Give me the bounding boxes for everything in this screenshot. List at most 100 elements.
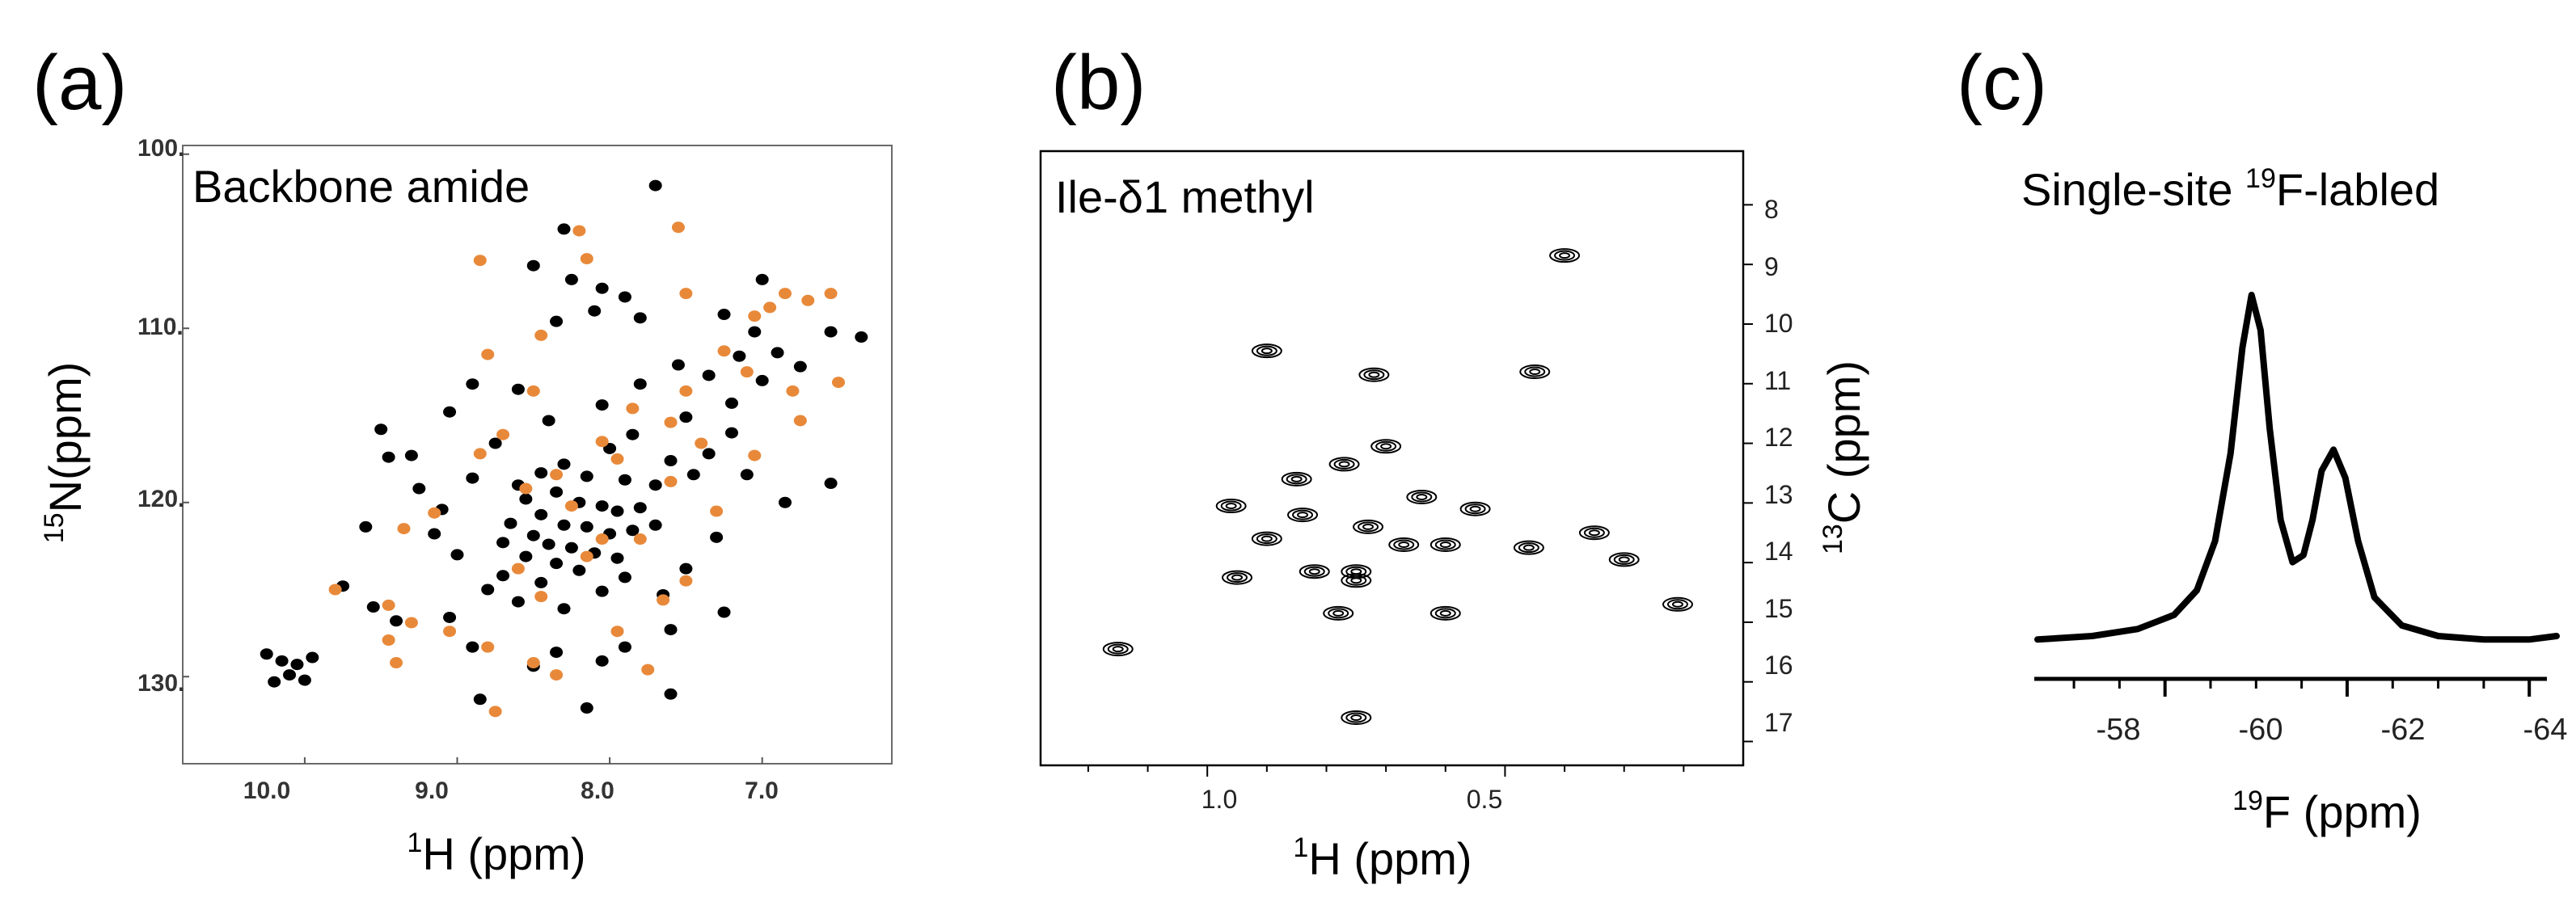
contour-peak	[1341, 710, 1372, 725]
peak-orange	[519, 482, 533, 495]
peak-black	[626, 525, 640, 537]
peak-orange	[610, 453, 624, 465]
peak-orange	[831, 377, 845, 389]
peak-black	[778, 496, 792, 508]
peak-orange	[748, 449, 762, 461]
contour-ring	[1416, 493, 1428, 500]
peak-black	[534, 467, 548, 479]
peak-black	[588, 305, 602, 317]
peak-orange	[473, 448, 487, 460]
contour-ring	[1583, 527, 1605, 538]
contour-ring	[1522, 544, 1535, 551]
y-tick-label-b: 8	[1764, 195, 1779, 224]
contour-ring	[1429, 605, 1461, 621]
peak-black	[473, 693, 487, 706]
peak-black	[671, 359, 685, 371]
contour-peak	[1251, 531, 1282, 546]
y-axis-text-a: N(ppm)	[40, 362, 91, 513]
peak-black	[724, 397, 738, 409]
contour-ring	[1353, 519, 1384, 534]
peak-black	[526, 529, 540, 541]
panel-title-c-suffix: F-labled	[2276, 164, 2439, 215]
contour-ring	[1559, 252, 1571, 259]
peak-black	[519, 550, 533, 562]
peak-orange	[534, 591, 548, 603]
peak-black	[504, 517, 517, 529]
peak-black	[626, 428, 640, 440]
contour-ring	[1370, 439, 1402, 454]
peak-orange	[717, 345, 731, 357]
peak-black	[595, 585, 609, 597]
x-tick-label-b: 1.0	[1201, 785, 1237, 814]
contour-ring	[1393, 539, 1415, 550]
peak-black	[519, 493, 533, 505]
peak-orange	[595, 436, 609, 448]
contour-ring	[1618, 556, 1630, 563]
peak-orange	[679, 385, 693, 397]
x-axis-sup-b: 1	[1293, 832, 1308, 863]
contour-ring	[1290, 475, 1303, 482]
peak-black	[664, 455, 678, 467]
peak-orange	[671, 221, 685, 234]
contour-ring	[1362, 523, 1375, 530]
x-axis-title-a: 1H (ppm)	[407, 828, 585, 879]
peak-black	[488, 437, 502, 449]
peak-black	[443, 406, 457, 418]
contour-ring	[1251, 531, 1282, 546]
contour-peak	[1429, 605, 1461, 621]
panel-a: Backbone amide 100. 110. 120. 130. 10.0 …	[39, 135, 893, 879]
peak-black	[534, 508, 548, 520]
peak-black	[550, 558, 564, 570]
contour-peak	[1341, 564, 1372, 579]
peak-black	[557, 458, 571, 470]
peak-orange	[496, 428, 510, 440]
peak-black	[428, 528, 441, 540]
contour-peak	[1459, 501, 1491, 516]
y-tick-label-a: 110.	[137, 314, 184, 340]
panel-title-a: Backbone amide	[192, 161, 530, 212]
peak-black	[679, 562, 693, 575]
peak-black	[443, 611, 457, 623]
peak-orange	[595, 533, 609, 546]
contour-ring	[1434, 608, 1456, 619]
panel-label-a: (a)	[32, 40, 127, 126]
peak-orange	[328, 583, 342, 596]
peak-black	[466, 472, 479, 484]
peak-orange	[610, 626, 624, 638]
peak-orange	[824, 288, 838, 300]
contour-peak	[1287, 508, 1319, 523]
peak-orange	[695, 437, 708, 449]
contour-ring	[1350, 714, 1362, 721]
peak-black	[580, 470, 593, 482]
peak-orange	[428, 507, 441, 519]
contour-peak	[1578, 525, 1610, 541]
contour-ring	[1662, 596, 1693, 612]
peak-black	[390, 615, 403, 627]
contour-peak	[1388, 537, 1420, 552]
peak-orange	[679, 575, 693, 587]
x-axis-sup-a: 1	[407, 828, 422, 858]
peak-black	[557, 223, 571, 235]
peak-black	[755, 273, 769, 285]
panel-b: Ile-δ1 methyl 1.0 0.5 8 9 10 11 12 13 14…	[1039, 150, 1869, 884]
contour-ring	[1518, 542, 1539, 554]
x-axis-text-b: H (ppm)	[1308, 833, 1472, 884]
peak-black	[595, 500, 609, 512]
peak-orange	[511, 562, 525, 575]
peak-orange	[390, 657, 403, 669]
peak-black	[618, 571, 631, 583]
peak-orange	[641, 664, 655, 676]
panel-title-c-sup: 19	[2245, 163, 2276, 194]
contour-peaks-b	[1102, 248, 1693, 725]
peak-orange	[397, 523, 411, 535]
peak-orange	[550, 669, 564, 681]
panel-c: Single-site 19F-labled -58 -60 -62 -64 1…	[2021, 163, 2567, 837]
peak-black	[306, 651, 319, 664]
contour-ring	[1588, 529, 1600, 537]
peak-black	[534, 576, 548, 588]
peak-orange	[404, 617, 418, 629]
peak-black	[610, 552, 624, 564]
contour-ring	[1439, 541, 1451, 548]
peak-black	[610, 505, 624, 517]
